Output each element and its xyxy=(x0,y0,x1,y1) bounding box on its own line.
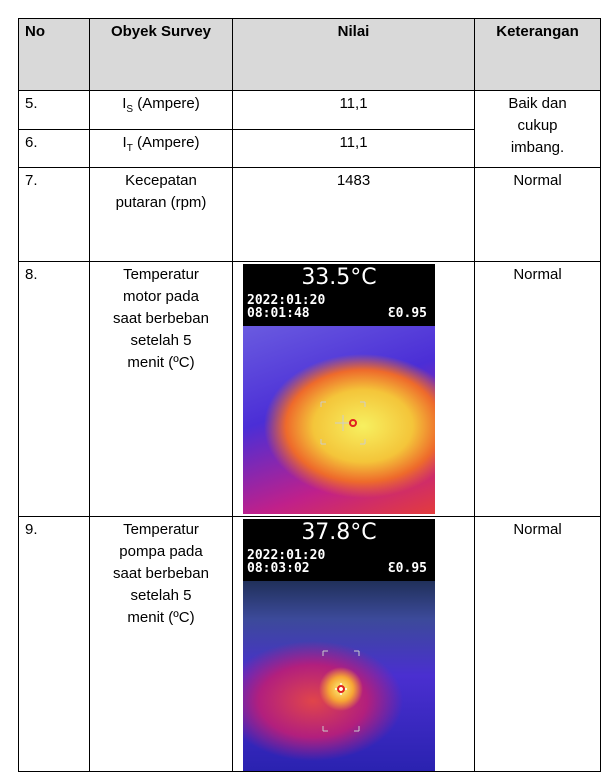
cell-object: Temperatur pompa pada saat berbeban sete… xyxy=(90,517,233,772)
cell-value: 1483 xyxy=(233,168,475,262)
cell-object: IS (Ampere) xyxy=(90,91,233,130)
cell-no: 7. xyxy=(19,168,90,262)
cell-note: Baik dan cukup imbang. xyxy=(475,91,601,168)
cell-no: 6. xyxy=(19,130,90,168)
cell-object: Temperatur motor pada saat berbeban sete… xyxy=(90,262,233,517)
temperature: 37.8°C xyxy=(243,519,435,547)
cell-no: 8. xyxy=(19,262,90,517)
header-cell: Obyek Survey xyxy=(90,19,233,91)
temperature: 33.5°C xyxy=(243,264,435,292)
row: 9. Temperatur pompa pada saat berbeban s… xyxy=(19,517,601,772)
cell-object: IT (Ampere) xyxy=(90,130,233,168)
crosshair xyxy=(243,581,435,771)
header-cell: Nilai xyxy=(233,19,475,91)
emissivity: Ɛ0.95 xyxy=(388,307,427,320)
header-cell: No xyxy=(19,19,90,91)
cell-no: 5. xyxy=(19,91,90,130)
thermal-header: 33.5°C 2022:01:20 08:01:48 Ɛ0.95 xyxy=(243,264,435,326)
unit: (Ampere) xyxy=(133,95,200,112)
thermal-scene xyxy=(243,326,435,514)
cell-value: 11,1 xyxy=(233,130,475,168)
cell-image: 37.8°C 2022:01:20 08:03:02 Ɛ0.95 xyxy=(233,517,475,772)
unit: (Ampere) xyxy=(133,134,200,151)
cell-value: 11,1 xyxy=(233,91,475,130)
survey-table: No Obyek Survey Nilai Keterangan 5. IS (… xyxy=(18,18,601,772)
thermal-image: 33.5°C 2022:01:20 08:01:48 Ɛ0.95 xyxy=(243,264,435,514)
time: 08:03:02 xyxy=(247,562,310,575)
crosshair xyxy=(243,326,435,514)
cell-note: Normal xyxy=(475,262,601,517)
header-row: No Obyek Survey Nilai Keterangan xyxy=(19,19,601,91)
thermal-image: 37.8°C 2022:01:20 08:03:02 Ɛ0.95 xyxy=(243,519,435,771)
emissivity: Ɛ0.95 xyxy=(388,562,427,575)
thermal-scene xyxy=(243,581,435,771)
cell-note: Normal xyxy=(475,168,601,262)
page: {"table": { "header": ["No", "Obyek Surv… xyxy=(0,0,614,774)
cell-note: Normal xyxy=(475,517,601,772)
cell-no: 9. xyxy=(19,517,90,772)
time: 08:01:48 xyxy=(247,307,310,320)
cell-object: Kecepatan putaran (rpm) xyxy=(90,168,233,262)
row: 8. Temperatur motor pada saat berbeban s… xyxy=(19,262,601,517)
thermal-header: 37.8°C 2022:01:20 08:03:02 Ɛ0.95 xyxy=(243,519,435,581)
cell-image: 33.5°C 2022:01:20 08:01:48 Ɛ0.95 xyxy=(233,262,475,517)
row: 5. IS (Ampere) 11,1 Baik dan cukup imban… xyxy=(19,91,601,130)
row: 7. Kecepatan putaran (rpm) 1483 Normal xyxy=(19,168,601,262)
header-cell: Keterangan xyxy=(475,19,601,91)
